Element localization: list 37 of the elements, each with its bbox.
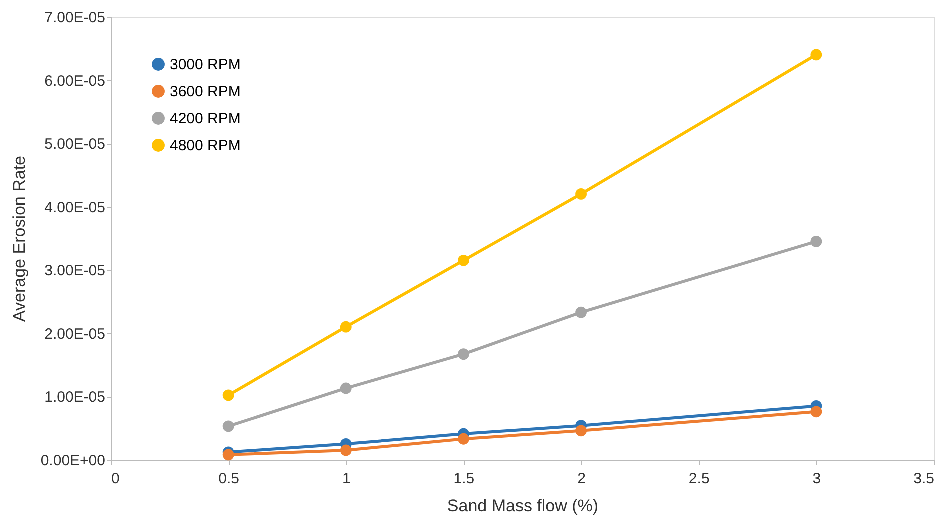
y-tick-label: 5.00E-05 <box>44 136 106 154</box>
x-tick-label: 2 <box>578 470 586 488</box>
point <box>458 433 470 445</box>
point <box>222 390 234 402</box>
point <box>340 382 352 394</box>
y-tick-label: 3.00E-05 <box>44 262 106 280</box>
point <box>222 449 234 461</box>
point <box>576 188 587 200</box>
legend-label: 3000 RPM <box>170 56 241 74</box>
legend-label: 4200 RPM <box>170 110 241 128</box>
point <box>576 306 587 318</box>
point <box>458 348 470 360</box>
x-tick-label: 0.5 <box>218 470 240 488</box>
point <box>810 406 822 418</box>
legend-label: 3600 RPM <box>170 84 241 100</box>
point <box>340 444 352 456</box>
point <box>810 236 822 248</box>
point <box>458 254 470 266</box>
point <box>810 49 822 61</box>
y-axis-title: Average Erosion Rate <box>10 156 29 322</box>
legend-label: 4800 RPM <box>170 138 241 154</box>
y-tick-label: 0.00E+00 <box>40 452 106 470</box>
point <box>576 425 587 437</box>
x-tick-label: 3.5 <box>914 470 934 488</box>
x-axis-title: Sand Mass flow (%) <box>447 496 599 516</box>
x-tick-label: 2.5 <box>688 470 710 488</box>
x-tick-label: 1.5 <box>454 470 475 488</box>
x-tick-label: 0 <box>112 470 120 488</box>
x-tick-label: 3 <box>812 470 822 488</box>
y-tick-label: 4.00E-05 <box>44 199 106 216</box>
x-tick-label: 1 <box>342 470 351 488</box>
y-tick-label: 6.00E-05 <box>44 72 106 90</box>
point <box>222 420 234 432</box>
y-tick-label: 7.00E-05 <box>44 10 106 26</box>
y-tick-label: 1.00E-05 <box>44 389 106 406</box>
y-tick-label: 2.00E-05 <box>44 326 106 343</box>
point <box>340 321 352 333</box>
